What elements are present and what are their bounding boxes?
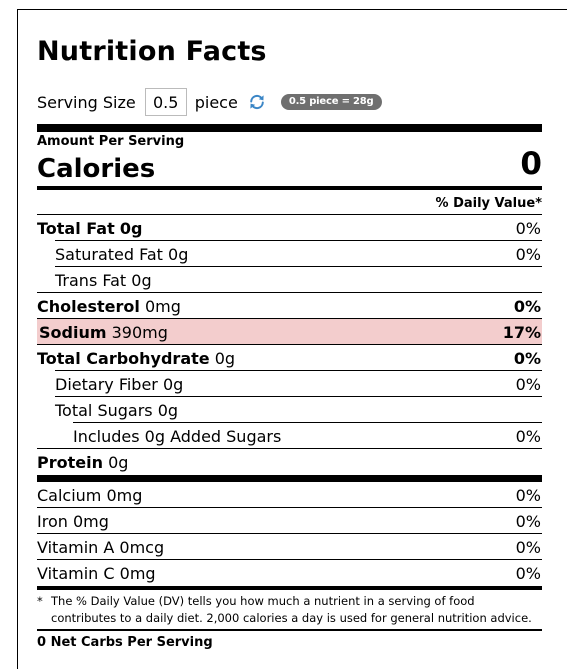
sodium-highlight: [37, 319, 542, 345]
vitamin-row-vitamin-a: Vitamin A 0mcg 0%: [37, 534, 542, 560]
nutrient-name: Total Fat: [37, 218, 115, 238]
nutrient-amount: 0g: [108, 452, 129, 472]
divider-net-carbs: [37, 629, 542, 631]
vitamin-row-calcium: Calcium 0mg 0%: [37, 482, 542, 508]
calories-divider: [37, 186, 542, 190]
row-divider: [37, 344, 542, 345]
vitamin-dv: 0%: [515, 537, 541, 557]
calories-value: 0: [520, 146, 542, 182]
nutrient-dv: 0%: [515, 218, 541, 238]
row-divider: [55, 240, 542, 241]
row-divider: [37, 559, 542, 560]
nutrient-amount: 0g: [214, 348, 236, 368]
row-divider: [37, 214, 542, 215]
vitamin-dv: 0%: [515, 511, 541, 531]
nutrient-dv: 17%: [502, 322, 541, 342]
nutrient-row-sodium: Sodium 390mg 17%: [37, 319, 542, 345]
nutrient-amount: 0g: [131, 270, 152, 290]
vitamin-name: Vitamin C 0mg: [37, 563, 156, 583]
nutrient-amount: 390mg: [111, 322, 168, 342]
nutrient-amount: 0g: [162, 374, 184, 394]
vitamin-row-iron: Iron 0mg 0%: [37, 508, 542, 534]
serving-size-label: Serving Size: [37, 92, 136, 112]
nutrient-row-trans-fat: Trans Fat 0g: [55, 267, 542, 293]
nutrient-dv: 0%: [515, 374, 541, 394]
serving-unit: piece: [194, 92, 238, 112]
daily-value-header: % Daily Value*: [435, 196, 542, 211]
nutrient-row-added-sugars: Includes 0g Added Sugars 0%: [73, 423, 542, 449]
nutrient-row-protein: Protein 0g: [37, 449, 542, 475]
thick-divider-vitamins: [37, 475, 542, 482]
nutrient-amount: 0mg: [144, 296, 181, 316]
vitamin-name: Calcium 0mg: [37, 485, 143, 505]
nutrient-name: Protein: [37, 452, 103, 472]
nutrient-row-cholesterol: Cholesterol 0mg 0%: [37, 293, 542, 319]
thick-divider-top: [37, 124, 542, 132]
serving-size-input[interactable]: [144, 88, 187, 116]
nutrient-name: Total Carbohydrate: [37, 348, 210, 368]
vitamin-dv: 0%: [515, 563, 541, 583]
serving-weight-badge: 0.5 piece = 28g: [280, 94, 382, 110]
vitamin-row-vitamin-c: Vitamin C 0mg 0%: [37, 560, 542, 586]
row-divider: [55, 370, 542, 371]
serving-size-row: Serving Size piece 0.5 piece = 28g: [37, 87, 382, 117]
refresh-icon[interactable]: [248, 93, 266, 111]
footnote: * The % Daily Value (DV) tells you how m…: [37, 593, 542, 627]
nutrient-name: Total Sugars: [55, 400, 153, 420]
row-divider: [55, 266, 542, 267]
row-divider: [55, 396, 542, 397]
label-title: Nutrition Facts: [37, 36, 267, 67]
footnote-star: *: [37, 594, 43, 608]
nutrient-dv: 0%: [515, 244, 541, 264]
nutrient-row-total-carbohydrate: Total Carbohydrate 0g 0%: [37, 345, 542, 371]
nutrient-dv: 0%: [515, 426, 541, 446]
nutrient-name: Includes 0g Added Sugars: [73, 426, 282, 446]
vitamin-name: Vitamin A 0mcg: [37, 537, 165, 557]
row-divider: [37, 292, 542, 293]
nutrient-row-saturated-fat: Saturated Fat 0g 0%: [55, 241, 542, 267]
amount-per-serving: Amount Per Serving: [37, 134, 185, 149]
nutrient-name: Saturated Fat: [55, 244, 163, 264]
row-divider: [37, 533, 542, 534]
nutrient-dv: 0%: [513, 296, 541, 316]
nutrient-name: Trans Fat: [55, 270, 127, 290]
nutrient-name: Cholesterol: [37, 296, 140, 316]
nutrient-row-dietary-fiber: Dietary Fiber 0g 0%: [55, 371, 542, 397]
nutrient-amount: 0g: [119, 218, 143, 238]
nutrient-amount: 0g: [168, 244, 189, 264]
footnote-text: The % Daily Value (DV) tells you how muc…: [51, 594, 532, 625]
nutrient-row-total-sugars: Total Sugars 0g: [55, 397, 542, 423]
thick-divider-footnote: [37, 586, 542, 590]
net-carbs: 0 Net Carbs Per Serving: [37, 635, 213, 650]
calories-label: Calories: [37, 154, 156, 184]
nutrient-amount: 0g: [157, 400, 179, 420]
nutrient-name: Sodium: [39, 322, 107, 342]
nutrient-name: Dietary Fiber: [55, 374, 158, 394]
vitamin-name: Iron 0mg: [37, 511, 109, 531]
row-divider: [37, 318, 542, 319]
row-divider: [37, 448, 542, 449]
nutrition-label-panel: Nutrition Facts Serving Size piece 0.5 p…: [17, 9, 567, 669]
nutrient-dv: 0%: [513, 348, 541, 368]
vitamin-dv: 0%: [515, 485, 541, 505]
row-divider: [37, 507, 542, 508]
row-divider: [73, 422, 542, 423]
nutrient-row-total-fat: Total Fat 0g 0%: [37, 215, 542, 241]
